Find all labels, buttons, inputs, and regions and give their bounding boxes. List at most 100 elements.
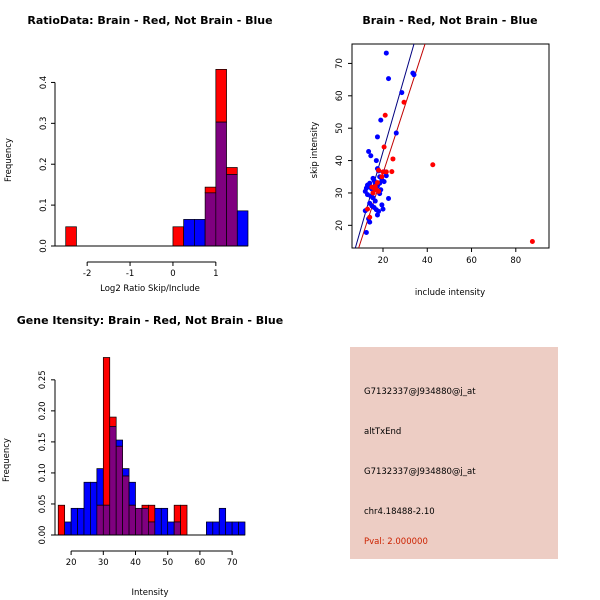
info-line-event-type: altTxEnd [364,427,402,437]
histogram-bin [64,521,72,536]
histogram-bin [77,507,85,536]
histogram-bin [206,521,214,536]
scatter-point [376,167,382,173]
gene-histogram-xlabel: Intensity [131,588,169,598]
scatter-point [380,206,386,212]
scatter-point [379,202,385,208]
y-tick-label: 0.00 [38,526,48,545]
scatter-point [363,229,369,235]
scatter-point [399,90,405,96]
bar-blue [231,521,239,536]
x-tick-label: -2 [83,269,91,279]
histogram-bin [102,357,111,536]
x-tick-label: 50 [162,558,173,568]
scatter-ylabel: skip intensity [310,121,320,179]
histogram-bin [226,167,238,247]
gene-histogram-panel: Gene Itensity: Brain - Red, Not Brain - … [0,300,300,600]
x-tick-label: 20 [66,558,77,568]
bar-segment [96,468,104,506]
histogram-bin [122,468,130,536]
y-tick-label: 0.25 [38,370,48,389]
scatter-point [393,130,399,136]
scatter-point [411,72,417,78]
histogram-bin [115,439,123,536]
histogram-bin [180,504,188,536]
histogram-bin [212,521,220,536]
x-tick-label: 40 [130,558,141,568]
y-tick-label: 0.15 [38,432,48,451]
bar-segment [122,468,130,477]
x-tick-label: 1 [213,269,218,279]
scatter-point [430,162,436,168]
histogram-bin [236,210,249,247]
histogram-bin [160,507,169,536]
bar-segment [109,416,117,427]
histogram-bin [225,521,233,536]
y-tick-label: 20 [335,220,345,231]
x-tick-label: 30 [98,558,109,568]
scatter-point [381,144,387,150]
bar-blue [90,481,98,536]
scatter-point [401,99,407,105]
histogram-bin [128,481,136,536]
histogram-bin [148,504,156,536]
ratio-histogram-title: RatioData: Brain - Red, Not Brain - Blue [27,14,273,27]
bar-blue [83,481,91,536]
annotation-panel: G7132337@J934880@j_at altTxEnd G7132337@… [350,347,558,559]
scatter-point [374,212,380,218]
x-tick-label: 60 [195,558,206,568]
info-line-probeset-2: G7132337@J934880@j_at [364,467,476,477]
bar-segment [102,357,111,506]
ratio-histogram-xlabel: Log2 Ratio Skip/Include [100,284,200,294]
bar-red [57,504,66,536]
scatter-point [368,153,374,159]
gene-histogram-plot: 0.00 0.05 0.10 0.15 0.20 0.25 20 30 40 50 60 70 [38,357,246,568]
bar-blue [64,521,72,536]
histogram-bin [96,468,104,536]
scatter-point [364,206,370,212]
scatter-point [386,76,392,82]
bar-overlap [102,504,111,536]
scatter-point [383,169,389,175]
bar-blue [238,521,246,536]
scatter-point [374,180,380,186]
histogram-bin [172,226,185,247]
scatter-point [366,149,372,155]
scatter-point [386,195,392,201]
x-tick-label: 80 [510,256,521,266]
bar-overlap [115,445,123,536]
histogram-bin [57,504,66,536]
bar-blue [183,219,195,247]
y-tick-label: 0.4 [39,76,49,90]
gene-histogram-ylabel: Frequency [2,438,12,482]
bar-blue [225,521,233,536]
x-tick-label: 60 [466,256,477,266]
scatter-point [376,188,382,194]
scatter-point [381,179,387,185]
y-tick-label: 0.10 [38,463,48,482]
y-tick-label: 50 [335,123,345,134]
bar-overlap [122,475,130,536]
bar-red [172,226,185,247]
bar-segment [115,439,123,447]
bar-overlap [141,507,149,536]
bar-overlap [204,192,217,247]
bar-segment [128,481,136,506]
histogram-bin [218,507,227,536]
scatter-point [367,214,373,220]
scatter-point [383,50,389,56]
bar-blue [194,219,206,247]
scatter-point [378,117,384,123]
y-tick-label: 0.1 [39,198,49,212]
bar-overlap [128,504,136,536]
y-tick-label: 0.3 [39,117,49,131]
histogram-bin [173,504,181,536]
bar-segment [173,504,181,523]
bar-blue [77,507,85,536]
bar-red [65,226,77,247]
bar-overlap [109,426,117,536]
scatter-point [367,219,373,225]
plot-content [354,44,535,248]
histogram-bin [167,521,175,536]
